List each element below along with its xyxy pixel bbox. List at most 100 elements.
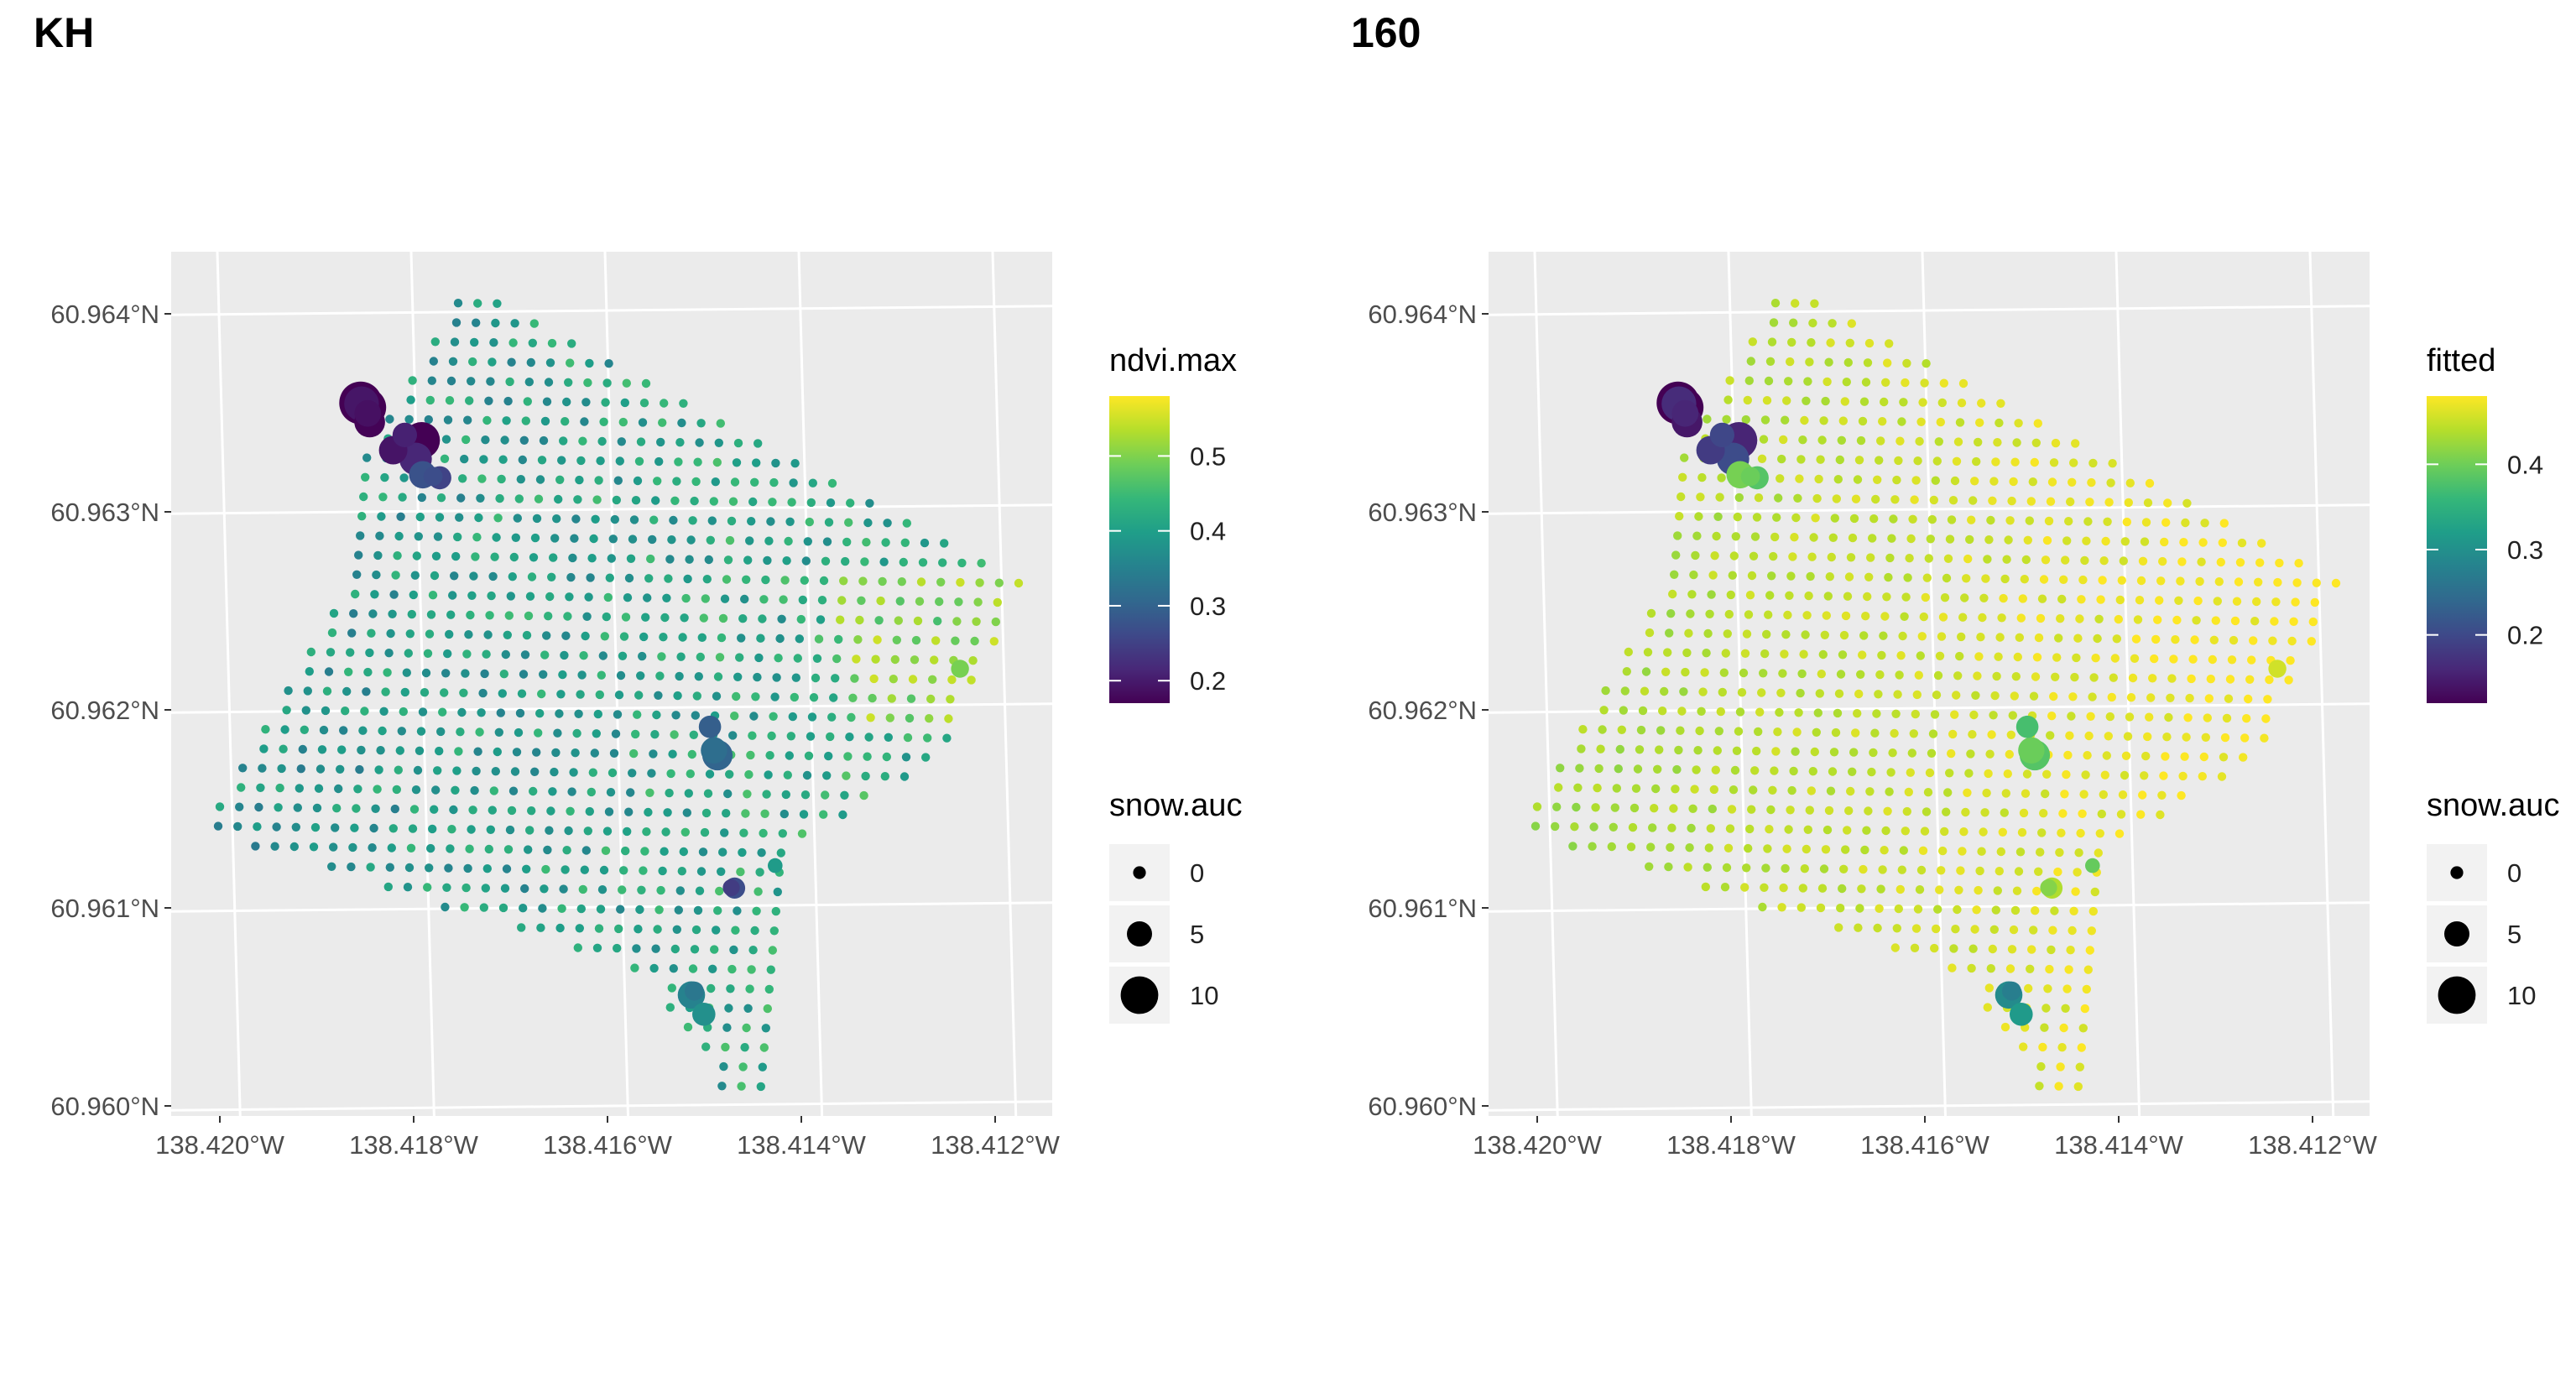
data-point: [618, 885, 627, 894]
data-point: [1974, 652, 1984, 661]
data-point: [1859, 397, 1869, 406]
data-point: [296, 764, 305, 774]
data-point: [665, 788, 674, 798]
data-point: [350, 823, 359, 832]
data-point: [788, 712, 797, 722]
data-point: [2059, 1023, 2068, 1033]
data-point: [2095, 829, 2104, 838]
data-point: [235, 802, 244, 811]
data-point: [1916, 651, 1925, 660]
data-point: [1935, 885, 1944, 894]
data-point: [2089, 673, 2099, 682]
data-point: [760, 809, 769, 818]
data-point: [463, 415, 472, 425]
data-point: [215, 802, 225, 811]
data-point: [807, 712, 817, 722]
data-point: [1916, 417, 1926, 426]
data-point: [279, 744, 288, 753]
data-point: [1777, 903, 1786, 912]
data-point: [1784, 825, 1793, 834]
data-point: [2071, 887, 2080, 896]
data-point: [694, 672, 703, 681]
data-point: [1752, 513, 1762, 522]
data-point: [764, 770, 773, 780]
data-point: [483, 630, 493, 639]
data-point: [490, 552, 499, 561]
data-point: [745, 984, 754, 993]
data-point: [1807, 786, 1816, 795]
data-point: [1758, 902, 1767, 912]
data-point: [1976, 633, 1985, 642]
data-point: [1875, 904, 1884, 914]
data-point: [2056, 1062, 2065, 1072]
data-point: [362, 687, 371, 696]
data-point: [2075, 1062, 2084, 1072]
legend-title: snow.auc: [1109, 788, 1242, 823]
data-point: [1796, 903, 1806, 912]
data-point: [1861, 612, 1870, 621]
data-point: [2273, 577, 2282, 587]
colorbar: [1109, 396, 1170, 703]
data-point: [629, 515, 639, 524]
data-point: [1759, 669, 1768, 678]
data-point: [2078, 575, 2088, 585]
data-point: [2179, 538, 2188, 547]
data-point: [968, 656, 978, 665]
data-point: [558, 670, 567, 680]
data-point: [2004, 535, 2013, 545]
data-point: [2088, 692, 2097, 701]
data-point: [722, 809, 731, 818]
data-point: [562, 397, 571, 407]
data-point: [1809, 533, 1818, 542]
data-point: [659, 633, 668, 642]
data-point: [756, 634, 765, 643]
data-point: [2109, 673, 2118, 682]
data-point: [1754, 727, 1763, 737]
data-point: [1672, 764, 1682, 774]
data-point: [2125, 478, 2135, 488]
data-point: [1933, 670, 1943, 680]
data-point: [573, 943, 582, 952]
data-point: [1838, 650, 1848, 660]
data-point: [1552, 802, 1562, 811]
data-point: [466, 610, 475, 620]
data-point: [1798, 884, 1807, 893]
data-point: [2007, 496, 2016, 506]
data-point: [718, 613, 728, 623]
data-point: [800, 576, 809, 585]
data-point: [2261, 714, 2271, 723]
data-point: [601, 846, 611, 855]
data-point: [1974, 437, 1983, 447]
data-point: [380, 472, 389, 482]
data-point: [1750, 766, 1760, 775]
data-point: [631, 496, 641, 505]
data-point: [1646, 608, 1656, 618]
data-point: [700, 827, 710, 837]
data-point: [1922, 573, 1932, 582]
data-point: [730, 477, 740, 487]
data-point: [371, 804, 380, 813]
data-point: [2080, 1004, 2089, 1014]
data-point: [542, 631, 551, 640]
data-point: [2086, 712, 2095, 721]
data-point: [309, 842, 319, 852]
data-point: [1787, 785, 1796, 795]
data-point: [530, 767, 540, 776]
data-point: [399, 473, 409, 482]
data-point: [733, 672, 743, 681]
data-point: [933, 617, 942, 626]
data-point: [738, 1062, 748, 1072]
data-point: [940, 539, 949, 548]
data-point: [481, 435, 490, 445]
data-point: [1771, 747, 1781, 756]
data-point: [530, 533, 540, 543]
data-point: [1725, 824, 1735, 833]
data-point: [1894, 456, 1903, 466]
data-point: [1791, 747, 1800, 756]
data-point: [1961, 807, 1970, 817]
data-point: [1876, 884, 1885, 894]
data-point: [1945, 534, 1955, 544]
data-point: [509, 552, 519, 562]
data-point: [1598, 725, 1607, 734]
data-point: [866, 713, 875, 722]
